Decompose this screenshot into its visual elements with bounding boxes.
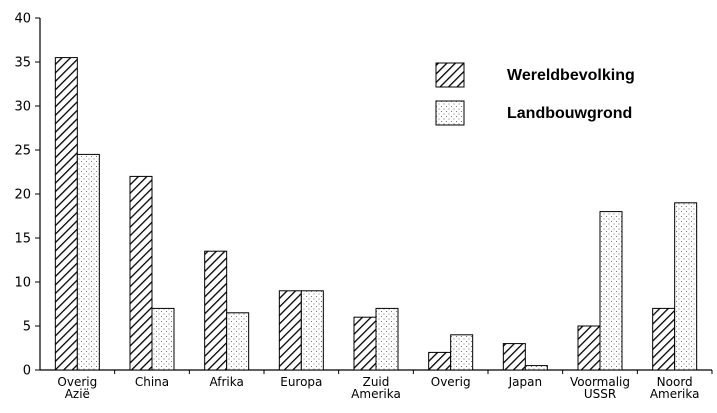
x-tick-label-line: Voormalig <box>570 375 630 389</box>
bar-wereldbevolking <box>54 57 78 371</box>
legend-swatch-landbouwgrond <box>435 100 465 126</box>
x-tick-label: Voormalig USSR <box>570 375 630 401</box>
bar-landbouwgrond <box>226 312 250 371</box>
x-tick-label: China <box>135 375 169 389</box>
x-tick-label-line: Amerika <box>351 387 401 401</box>
y-tick-label: 0 <box>23 364 31 379</box>
x-tick-label-line: Zuid <box>363 375 390 389</box>
x-tick-label: Noord Amerika <box>650 375 700 401</box>
bar-wereldbevolking <box>204 250 228 371</box>
bar-wereldbevolking <box>502 343 526 371</box>
y-tick-label: 30 <box>14 100 31 115</box>
y-tick-label: 20 <box>14 188 31 203</box>
bar-wereldbevolking <box>129 175 153 371</box>
bar-landbouwgrond <box>599 211 623 371</box>
x-tick-label-line: Azië <box>65 387 90 401</box>
bar-landbouwgrond <box>151 307 175 371</box>
bar-wereldbevolking <box>428 351 452 371</box>
x-tick-label: Overig Azië <box>57 375 97 401</box>
y-tick-label: 35 <box>14 56 31 71</box>
x-tick-label: Overig <box>431 375 471 389</box>
x-tick-label-line: Afrika <box>209 375 243 389</box>
x-tick-label-line: USSR <box>584 387 616 401</box>
x-tick-label: Japan <box>508 375 542 389</box>
bar-landbouwgrond <box>76 153 100 371</box>
legend-label: Landbouwgrond <box>507 105 632 122</box>
bar-wereldbevolking <box>278 290 302 371</box>
x-tick-label-line: Overig <box>431 375 471 389</box>
y-tick-label: 5 <box>23 320 31 335</box>
y-tick-label: 25 <box>14 144 31 159</box>
x-tick-label-line: Japan <box>508 375 542 389</box>
bar-wereldbevolking <box>577 325 601 371</box>
bar-wereldbevolking <box>353 316 377 371</box>
x-tick-label: Europa <box>280 375 322 389</box>
bar-wereldbevolking <box>652 307 676 371</box>
x-tick-label-line: Amerika <box>650 387 700 401</box>
y-tick-label: 40 <box>14 12 31 27</box>
bars <box>54 57 698 371</box>
bar-landbouwgrond <box>524 365 548 371</box>
bar-landbouwgrond <box>674 202 698 371</box>
legend-swatch-wereldbevolking <box>435 62 465 88</box>
y-tick-label: 15 <box>14 232 31 247</box>
x-tick-label-line: Europa <box>280 375 322 389</box>
x-tick-label-line: Overig <box>57 375 97 389</box>
bar-landbouwgrond <box>300 290 324 371</box>
x-tick-label: Zuid Amerika <box>351 375 401 401</box>
x-tick-label-line: China <box>135 375 169 389</box>
bar-landbouwgrond <box>450 334 474 371</box>
y-tick-label: 10 <box>14 276 31 291</box>
legend: Wereldbevolking Landbouwgrond <box>435 62 635 126</box>
x-tick-label: Afrika <box>209 375 243 389</box>
bar-landbouwgrond <box>375 307 399 371</box>
legend-label: Wereldbevolking <box>507 67 635 84</box>
x-tick-label-line: Noord <box>657 375 693 389</box>
